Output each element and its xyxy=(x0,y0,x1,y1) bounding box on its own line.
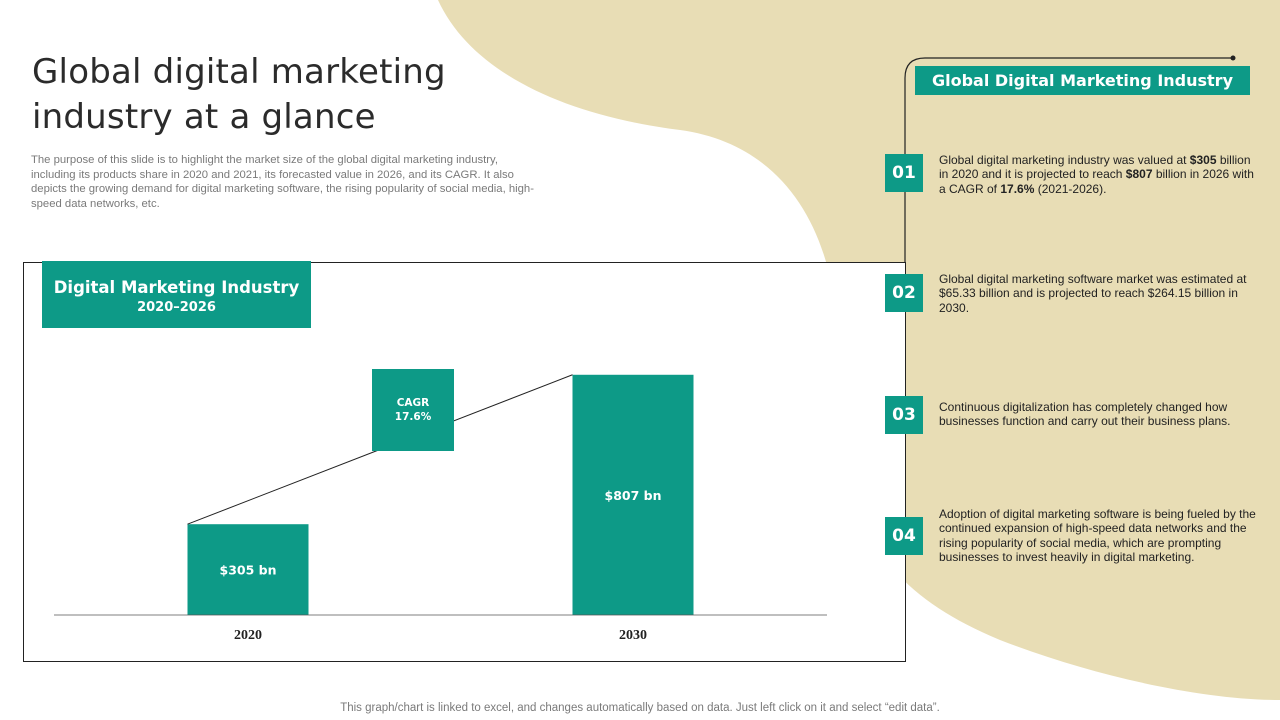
point-text-4: Adoption of digital marketing software i… xyxy=(939,507,1256,564)
chart-frame[interactable]: $305 bn 2020 $807 bn 2030 xyxy=(23,262,906,662)
x-tick-label: 2020 xyxy=(234,628,262,643)
page-subtitle: The purpose of this slide is to highligh… xyxy=(31,154,534,210)
cagr-label: CAGR xyxy=(396,397,430,409)
cagr-badge: CAGR 17.6% xyxy=(372,369,454,451)
cagr-value: 17.6% xyxy=(394,411,432,423)
bar-value-label: $807 bn xyxy=(605,488,662,503)
point-text-1: Global digital marketing industry was va… xyxy=(939,153,1254,196)
panel-header: Global Digital Marketing Industry xyxy=(915,66,1250,95)
point-number-3: 03 xyxy=(885,396,923,434)
bar-2020 xyxy=(187,524,309,615)
timeline-dot xyxy=(1230,55,1236,61)
chart-title-box: Digital Marketing Industry 2020–2026 xyxy=(42,261,311,328)
point-number-4: 04 xyxy=(885,517,923,555)
bar-chart: $305 bn 2020 $807 bn 2030 xyxy=(54,374,827,643)
chart-period: 2020–2026 xyxy=(137,300,216,315)
page-title: Global digital marketing industry at a g… xyxy=(32,52,446,137)
point-number-1: 01 xyxy=(885,154,923,192)
timeline-line xyxy=(904,57,1233,640)
chart-title: Digital Marketing Industry xyxy=(53,278,300,297)
point-text-3: Continuous digitalization has completely… xyxy=(939,400,1231,429)
x-tick-label: 2030 xyxy=(619,628,647,643)
bar-value-label: $305 bn xyxy=(220,563,277,578)
point-text-2: Global digital marketing software market… xyxy=(939,272,1247,315)
point-number-2: 02 xyxy=(885,274,923,312)
bar-2030 xyxy=(572,374,694,615)
footnote: This graph/chart is linked to excel, and… xyxy=(340,702,940,714)
